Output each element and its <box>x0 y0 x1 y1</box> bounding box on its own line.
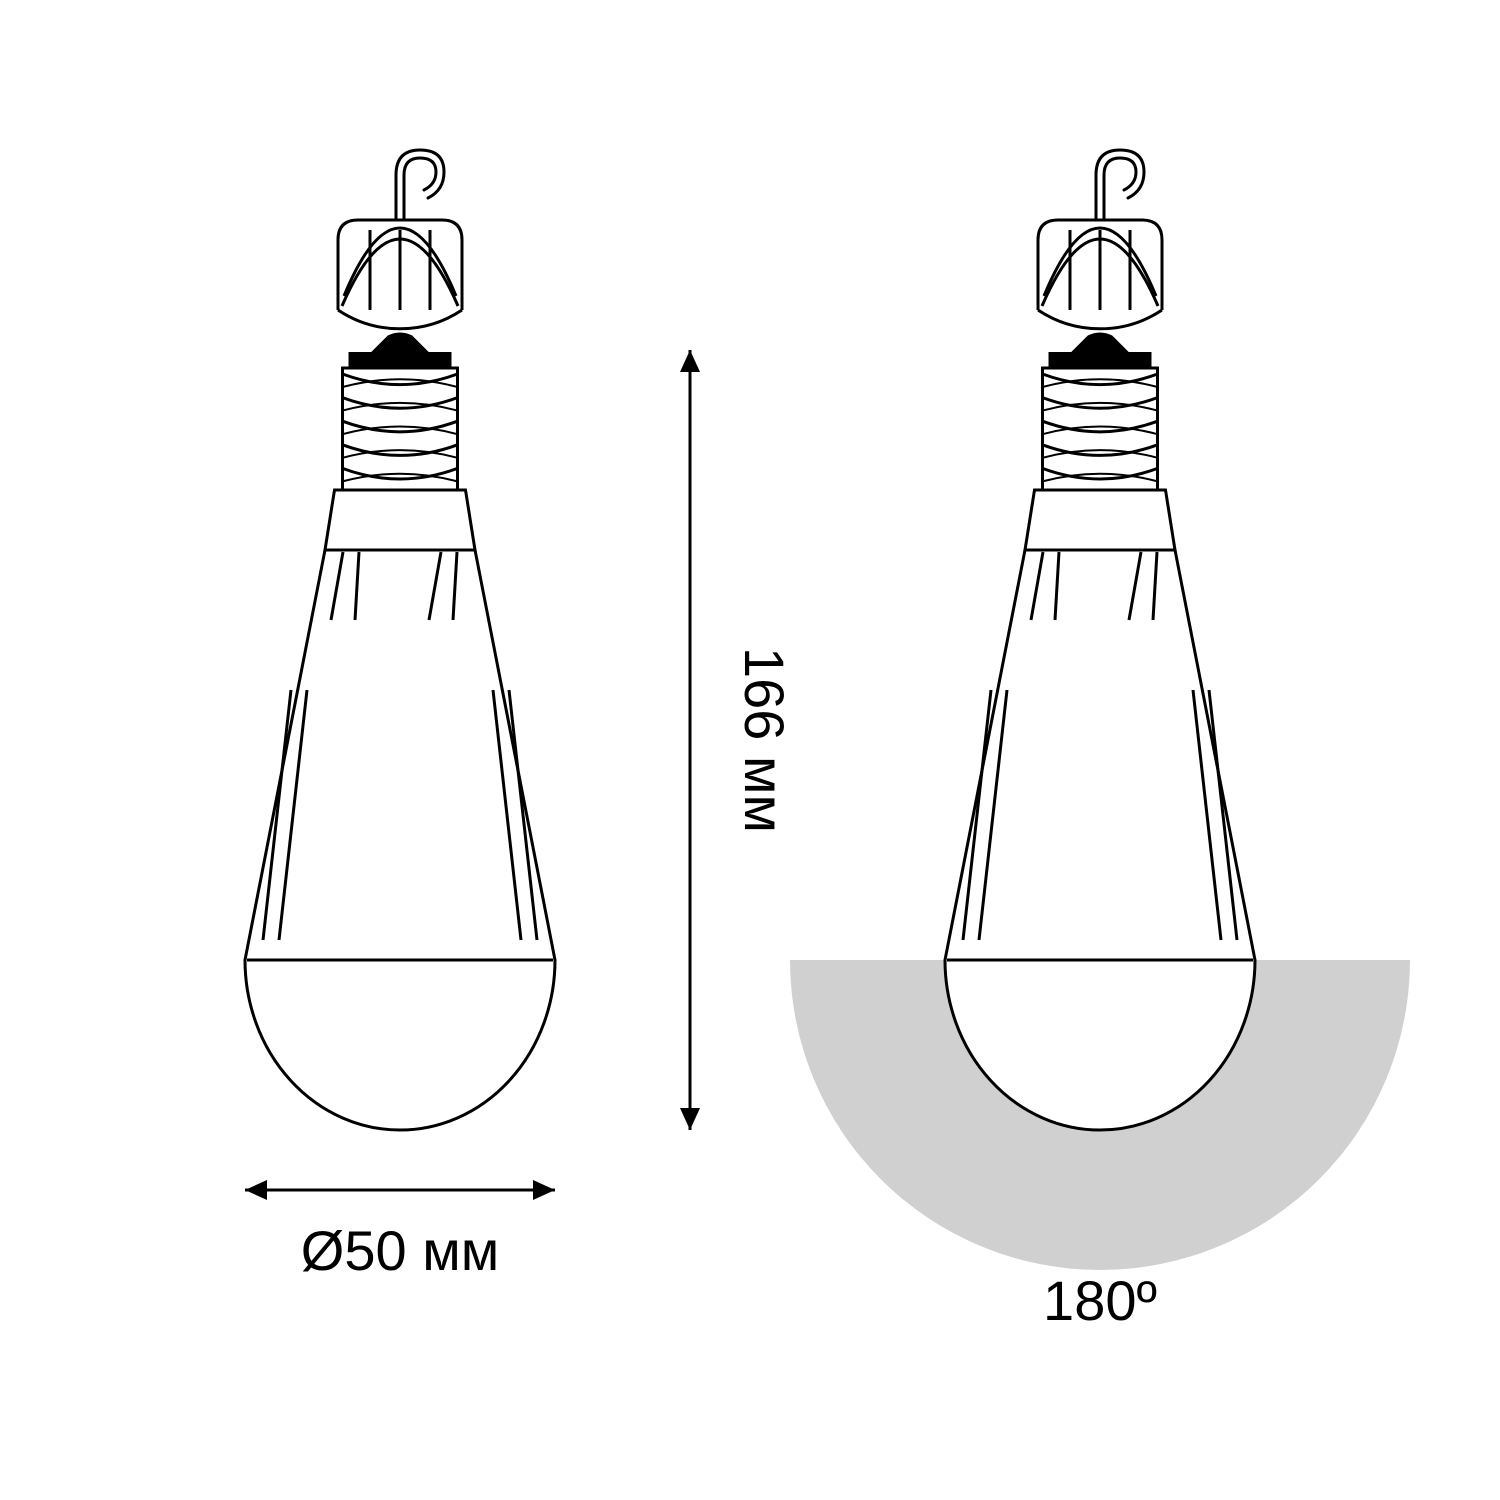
bulb-neck <box>325 490 475 550</box>
hook-icon <box>1096 150 1144 218</box>
height-dimension-arrow <box>680 350 700 1130</box>
bulb-screw-base <box>1043 368 1158 490</box>
bulb-insulator <box>1049 352 1152 368</box>
bulb-assembly <box>945 150 1255 1130</box>
width-label: Ø50 мм <box>301 1219 499 1282</box>
bulb-neck <box>1025 490 1175 550</box>
bulb-screw-base <box>343 368 458 490</box>
height-label: 166 мм <box>733 647 796 833</box>
angle-label: 180º <box>1043 1269 1157 1332</box>
hook-icon <box>396 150 444 218</box>
bulb-contact <box>372 333 428 352</box>
bulb-insulator <box>349 352 452 368</box>
width-dimension-arrow <box>245 1180 555 1200</box>
bulb-contact <box>1072 333 1128 352</box>
bulb-assembly <box>245 150 555 1130</box>
